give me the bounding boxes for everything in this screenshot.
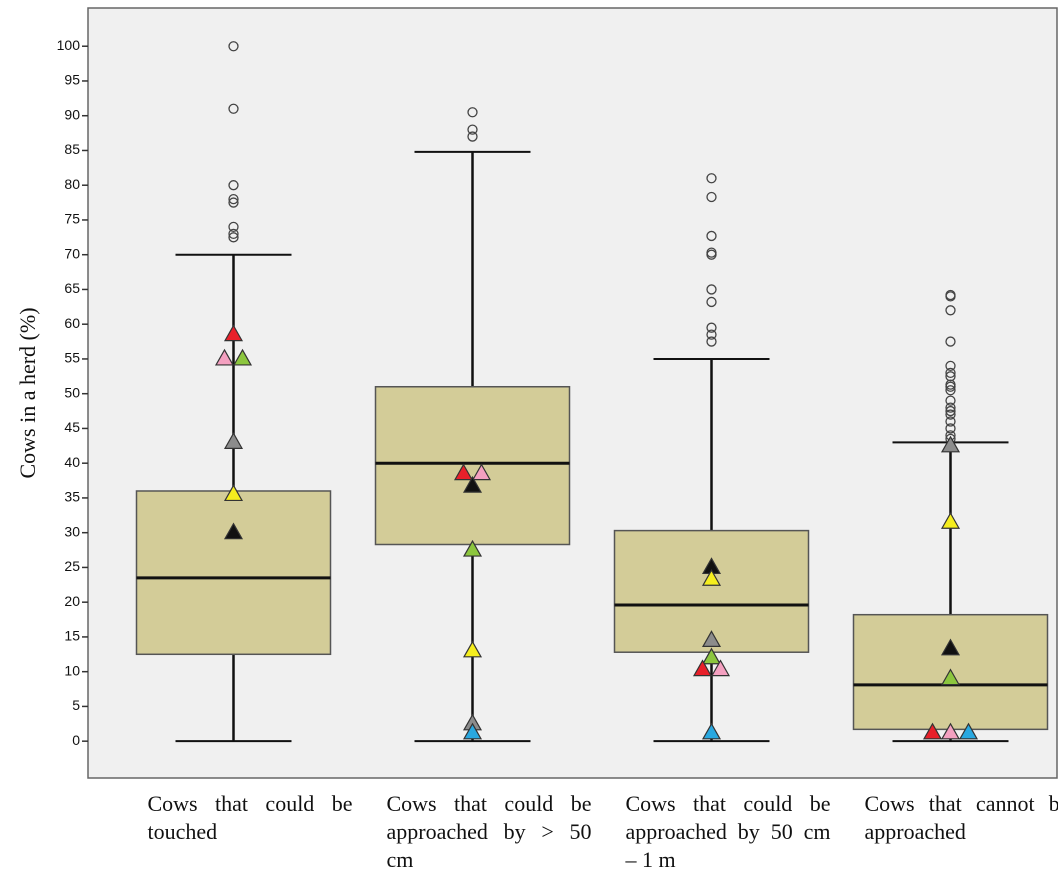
marker: [922, 722, 943, 740]
y-tick-label: 85: [64, 141, 80, 157]
marker: [701, 569, 722, 586]
marker: [453, 463, 474, 481]
marker: [701, 630, 722, 648]
marker: [462, 539, 483, 557]
y-tick-label: 70: [64, 245, 80, 261]
outlier: [228, 232, 239, 243]
outlier: [706, 230, 717, 242]
outlier: [945, 371, 956, 382]
marker: [710, 659, 731, 677]
marker: [471, 463, 492, 481]
y-tick-label: 90: [64, 106, 80, 122]
outlier: [706, 322, 717, 333]
outlier: [706, 296, 717, 308]
box: [135, 490, 332, 656]
marker: [462, 722, 483, 740]
marker: [940, 435, 961, 453]
y-tick-label: 80: [64, 176, 80, 192]
outlier: [945, 402, 956, 413]
outlier: [945, 289, 956, 301]
marker: [692, 659, 713, 677]
y-tick-label: 40: [64, 454, 80, 470]
marker: [701, 722, 722, 740]
y-tick-label: 15: [64, 628, 80, 644]
outlier: [945, 385, 956, 396]
y-axis-label: Cows in a herd (%): [15, 307, 40, 478]
marker: [223, 324, 244, 342]
outlier: [706, 336, 717, 347]
outlier: [945, 409, 956, 420]
x-tick-label: Cows that cannot be approached: [864, 791, 1058, 844]
outlier: [228, 197, 239, 208]
y-tick-label: 35: [64, 489, 80, 505]
marker: [940, 722, 961, 740]
marker: [223, 432, 244, 449]
x-tick-label: Cows that could be touched: [147, 791, 353, 844]
outlier: [228, 221, 239, 233]
y-tick-label: 55: [64, 350, 80, 366]
outlier: [228, 103, 239, 114]
y-tick-label: 75: [64, 211, 80, 227]
outlier: [945, 379, 956, 390]
outlier: [945, 395, 956, 406]
marker: [462, 640, 483, 658]
outlier: [945, 367, 956, 378]
y-tick-label: 20: [64, 593, 80, 609]
marker: [223, 522, 244, 540]
marker: [232, 348, 253, 366]
y-tick-label: 10: [64, 662, 80, 678]
y-tick-label: 5: [72, 697, 80, 713]
x-tick-label: Cows that could be approached by 50 cm –…: [625, 791, 831, 872]
outlier: [467, 107, 478, 118]
x-tick-label: Cows that could be approached by > 50 cm: [386, 791, 592, 872]
marker: [701, 647, 722, 665]
outlier: [945, 305, 956, 316]
y-tick-label: 100: [57, 37, 81, 53]
y-tick-label: 50: [64, 384, 80, 400]
outlier: [945, 423, 956, 434]
marker: [940, 638, 961, 656]
outlier: [945, 405, 956, 417]
outlier: [945, 336, 956, 347]
outlier: [228, 193, 239, 205]
outlier: [945, 360, 956, 372]
outlier: [228, 180, 239, 191]
y-tick-label: 65: [64, 280, 80, 296]
outlier: [228, 41, 239, 52]
y-tick-label: 60: [64, 315, 80, 331]
outlier: [706, 173, 717, 184]
outlier: [706, 329, 717, 340]
outlier: [467, 124, 478, 135]
outlier: [706, 191, 717, 203]
marker: [958, 722, 979, 740]
y-tick-label: 0: [72, 732, 80, 748]
marker: [940, 512, 961, 529]
outlier: [467, 131, 478, 142]
marker: [462, 475, 483, 493]
marker: [223, 484, 244, 502]
y-tick-label: 25: [64, 558, 80, 574]
outlier: [706, 247, 717, 258]
outlier: [228, 228, 239, 240]
outlier: [945, 416, 956, 427]
y-tick-label: 45: [64, 419, 80, 435]
y-tick-label: 95: [64, 72, 80, 88]
marker: [214, 348, 235, 366]
marker: [940, 668, 961, 686]
box: [374, 385, 571, 546]
outlier: [706, 284, 717, 295]
y-tick-label: 30: [64, 523, 80, 539]
